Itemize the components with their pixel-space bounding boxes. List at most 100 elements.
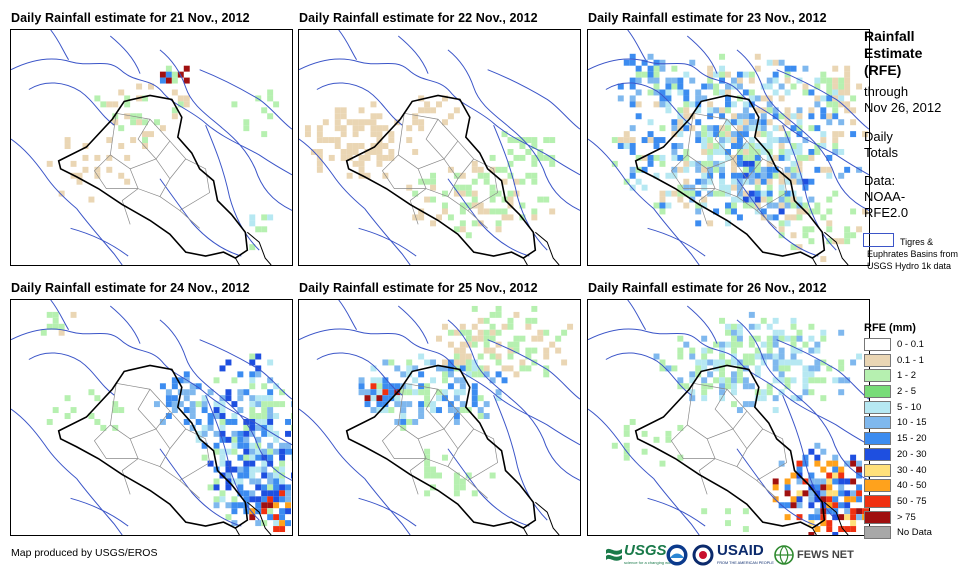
- rainfall-cell: [46, 418, 53, 425]
- rainfall-cell: [279, 401, 286, 408]
- map-panel-26-nov[interactable]: [587, 299, 870, 536]
- rainfall-cell: [225, 389, 232, 396]
- rainfall-cell: [820, 131, 827, 138]
- rainfall-cell: [719, 137, 726, 144]
- map-panel-23-nov[interactable]: [587, 29, 870, 266]
- rainfall-cell: [88, 389, 95, 396]
- rainfall-cell: [748, 148, 755, 155]
- rainfall-cell: [489, 154, 496, 161]
- rainfall-cell: [519, 154, 526, 161]
- rainfall-cell: [219, 365, 226, 372]
- rainfall-cell: [820, 484, 827, 491]
- rainfall-cell: [142, 131, 149, 138]
- rainfall-cell: [790, 202, 797, 209]
- rainfall-cell: [808, 377, 815, 384]
- rainfall-cell: [219, 448, 226, 455]
- rainfall-cell: [243, 119, 250, 126]
- rainfall-cell: [784, 490, 791, 497]
- rainfall-cell: [424, 395, 431, 402]
- rainfall-cell: [742, 107, 749, 114]
- rainfall-cell: [352, 125, 359, 132]
- rainfall-cell: [808, 389, 815, 396]
- rainfall-cell: [261, 496, 268, 503]
- rainfall-cell: [255, 395, 262, 402]
- rainfall-cell: [671, 166, 678, 173]
- rainfall-cell: [701, 508, 708, 515]
- rainfall-cell: [388, 389, 395, 396]
- rainfall-cell: [267, 413, 274, 419]
- rainfall-cell: [772, 113, 779, 120]
- rainfall-cell: [112, 424, 119, 431]
- rainfall-cell: [441, 395, 448, 402]
- rainfall-cell: [279, 520, 286, 527]
- rainfall-cell: [730, 160, 737, 167]
- rainfall-cell: [832, 89, 839, 96]
- rainfall-cell: [719, 89, 726, 96]
- rainfall-cell: [52, 323, 59, 330]
- rainfall-cell: [255, 401, 262, 408]
- daily-label: Daily: [864, 129, 893, 144]
- rainfall-cell: [748, 335, 755, 342]
- rainfall-cell: [249, 244, 256, 251]
- rainfall-cell: [537, 196, 544, 203]
- rainfall-cell: [736, 329, 743, 336]
- rainfall-cell: [725, 89, 731, 96]
- rainfall-cell: [683, 202, 690, 209]
- rfe-color-swatch: [864, 400, 891, 414]
- rainfall-cell: [635, 89, 642, 96]
- rfe-color-swatch: [864, 479, 891, 493]
- rainfall-cell: [671, 190, 678, 197]
- rainfall-cell: [531, 137, 538, 144]
- rainfall-cell: [736, 172, 743, 179]
- rainfall-cell: [730, 137, 737, 144]
- rainfall-cell: [142, 119, 149, 126]
- rainfall-cell: [477, 365, 484, 372]
- rfe-legend-row: > 75: [864, 510, 959, 527]
- rainfall-cell: [820, 377, 827, 384]
- rfe-color-swatch: [864, 338, 891, 351]
- rainfall-cell: [671, 65, 678, 72]
- rainfall-cell: [183, 77, 190, 84]
- map-panel-22-nov[interactable]: [298, 29, 581, 266]
- rainfall-cell: [647, 53, 654, 60]
- rainfall-cell: [388, 383, 395, 390]
- rainfall-cell: [730, 371, 737, 378]
- rainfall-cell: [225, 395, 232, 402]
- rainfall-cell: [683, 178, 690, 185]
- map-panel-25-nov[interactable]: [298, 299, 581, 536]
- rainfall-cell: [820, 490, 827, 497]
- rainfall-cell: [388, 359, 395, 366]
- rainfall-cell: [418, 389, 425, 396]
- rainfall-cell: [453, 395, 460, 402]
- rainfall-cell: [459, 208, 466, 215]
- rainfall-cell: [856, 490, 863, 497]
- rainfall-cell: [507, 317, 514, 324]
- rainfall-cell: [689, 190, 696, 197]
- rainfall-cell: [219, 496, 226, 503]
- rainfall-cell: [249, 424, 256, 431]
- rainfall-cell: [784, 335, 791, 342]
- rainfall-cell: [436, 407, 442, 414]
- rainfall-cell: [802, 371, 809, 378]
- rainfall-cell: [358, 383, 365, 390]
- rainfall-cell: [701, 184, 708, 191]
- rainfall-cell: [796, 196, 803, 203]
- rainfall-cell: [820, 95, 827, 102]
- rainfall-cell: [376, 383, 383, 390]
- rainfall-cell: [844, 514, 851, 521]
- rainfall-cell: [459, 389, 466, 396]
- rainfall-cell: [742, 196, 749, 203]
- map-panel-21-nov[interactable]: [10, 29, 293, 266]
- rainfall-cell: [273, 490, 280, 497]
- rainfall-cell: [376, 131, 383, 138]
- rainfall-cell: [814, 442, 821, 449]
- rainfall-cell: [736, 184, 743, 191]
- rainfall-cell: [784, 214, 791, 221]
- rainfall-cell: [677, 190, 684, 197]
- rainfall-cell: [243, 496, 250, 503]
- rainfall-cell: [802, 389, 809, 396]
- rainfall-cell: [249, 418, 256, 425]
- rainfall-cell: [730, 166, 737, 173]
- rainfall-cell: [683, 166, 690, 173]
- map-panel-24-nov[interactable]: [10, 299, 293, 536]
